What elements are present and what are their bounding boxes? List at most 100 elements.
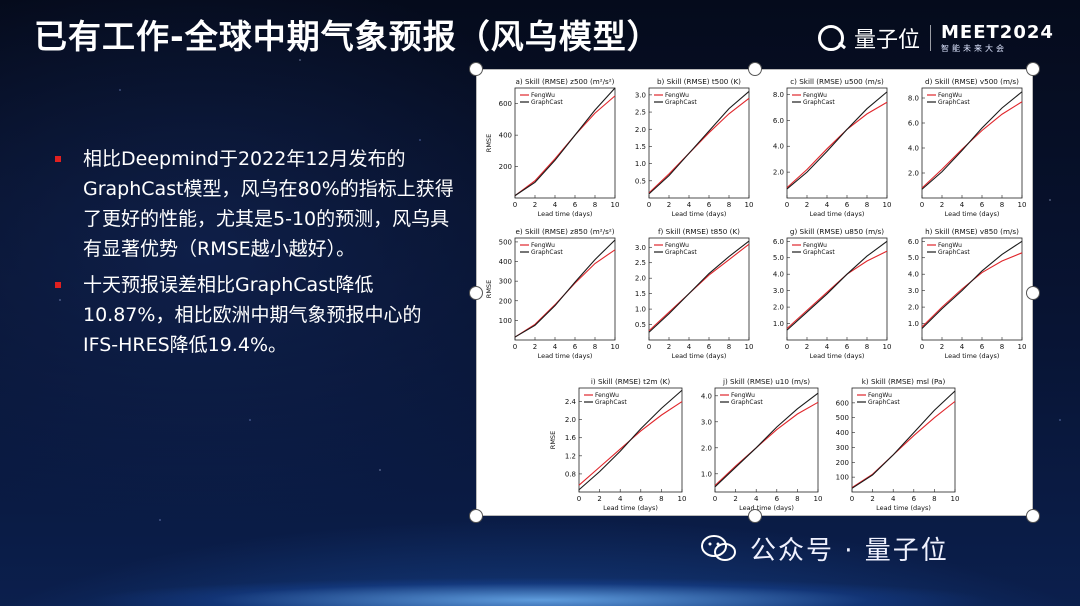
event-logo: MEET2024 智能未来大会 bbox=[941, 23, 1054, 53]
series-line-graphcast bbox=[514, 239, 616, 338]
x-tick-label: 10 bbox=[951, 495, 960, 503]
y-tick-label: 1.0 bbox=[701, 470, 712, 478]
x-tick-label: 6 bbox=[639, 495, 644, 503]
y-tick-label: 200 bbox=[499, 297, 512, 305]
x-tick-label: 2 bbox=[940, 343, 944, 351]
resize-handle-right[interactable] bbox=[1026, 286, 1040, 300]
legend-label: GraphCast bbox=[868, 399, 900, 406]
plot-frame bbox=[921, 87, 1023, 199]
y-tick-label: 0.8 bbox=[565, 470, 576, 478]
y-tick-label: 100 bbox=[499, 317, 512, 325]
y-tick-label: 3.0 bbox=[908, 287, 919, 295]
x-tick-label: 0 bbox=[513, 343, 517, 351]
x-axis-label: Lead time (days) bbox=[945, 210, 1000, 218]
x-tick-label: 6 bbox=[775, 495, 780, 503]
x-tick-label: 2 bbox=[940, 201, 944, 209]
x-tick-label: 4 bbox=[960, 201, 965, 209]
y-tick-label: 3.0 bbox=[701, 418, 712, 426]
x-axis-label: Lead time (days) bbox=[810, 210, 865, 218]
y-tick-label: 2.0 bbox=[773, 169, 784, 177]
legend-label: FengWu bbox=[531, 92, 555, 99]
y-tick-label: 1.5 bbox=[635, 143, 646, 151]
x-axis-label: Lead time (days) bbox=[810, 352, 865, 360]
series-line-fengwu bbox=[786, 250, 888, 329]
resize-handle-bottom-right[interactable] bbox=[1026, 509, 1040, 523]
chart-title: k) Skill (RMSE) msl (Pa) bbox=[862, 377, 946, 386]
stage-glow bbox=[0, 560, 1080, 606]
x-tick-label: 6 bbox=[573, 343, 578, 351]
y-tick-label: 5.0 bbox=[773, 254, 784, 262]
x-axis-label: Lead time (days) bbox=[876, 504, 931, 512]
series-line-fengwu bbox=[921, 101, 1023, 189]
x-axis-label: Lead time (days) bbox=[739, 504, 794, 512]
resize-handle-top[interactable] bbox=[748, 62, 762, 76]
x-tick-label: 4 bbox=[754, 495, 759, 503]
x-tick-label: 10 bbox=[883, 343, 892, 351]
legend-label: FengWu bbox=[868, 392, 892, 399]
series-line-fengwu bbox=[514, 95, 616, 197]
y-tick-label: 2.0 bbox=[908, 170, 919, 178]
y-tick-label: 2.4 bbox=[565, 398, 577, 406]
x-tick-label: 10 bbox=[814, 495, 823, 503]
resize-handle-bottom-left[interactable] bbox=[469, 509, 483, 523]
series-line-graphcast bbox=[714, 392, 819, 488]
y-tick-label: 8.0 bbox=[773, 91, 784, 99]
y-tick-label: 0.5 bbox=[635, 321, 646, 329]
y-tick-label: 1.0 bbox=[773, 320, 784, 328]
resize-handle-top-left[interactable] bbox=[469, 62, 483, 76]
chart-title: g) Skill (RMSE) u850 (m/s) bbox=[790, 227, 884, 236]
resize-handle-left[interactable] bbox=[469, 286, 483, 300]
y-tick-label: 400 bbox=[836, 429, 849, 437]
plot-frame bbox=[786, 237, 888, 341]
x-tick-label: 10 bbox=[745, 343, 754, 351]
x-tick-label: 6 bbox=[707, 201, 712, 209]
brand-name: 量子位 bbox=[854, 28, 921, 53]
series-line-fengwu bbox=[648, 97, 750, 194]
x-tick-label: 0 bbox=[713, 495, 717, 503]
y-tick-label: 1.0 bbox=[635, 160, 646, 168]
y-tick-label: 300 bbox=[836, 444, 849, 452]
y-tick-label: 2.0 bbox=[701, 444, 712, 452]
x-tick-label: 0 bbox=[785, 343, 789, 351]
bullet-item: 十天预报误差相比GraphCast降低10.87%，相比欧洲中期气象预报中心的I… bbox=[55, 270, 455, 360]
x-tick-label: 4 bbox=[960, 343, 965, 351]
y-tick-label: 3.0 bbox=[635, 91, 646, 99]
rmse-figure[interactable]: a) Skill (RMSE) z500 (m²/s²) 0 2 4 6 8 10 200 40… bbox=[476, 69, 1033, 516]
plot-frame bbox=[648, 87, 750, 199]
plot-frame bbox=[514, 87, 616, 199]
y-tick-label: 4.0 bbox=[773, 143, 784, 151]
x-tick-label: 10 bbox=[1018, 343, 1027, 351]
y-tick-label: 100 bbox=[836, 474, 849, 482]
y-tick-label: 600 bbox=[499, 100, 512, 108]
chart-panel: i) Skill (RMSE) t2m (K) 0 2 4 6 8 10 0.8 1.2 1.6 2… bbox=[549, 377, 686, 512]
chart-panel: j) Skill (RMSE) u10 (m/s) 0 2 4 6 8 10 1.0 2.0 3.… bbox=[701, 377, 823, 512]
y-tick-label: 2.0 bbox=[635, 275, 646, 283]
series-line-graphcast bbox=[514, 87, 616, 197]
y-tick-label: 200 bbox=[499, 163, 512, 171]
x-tick-label: 0 bbox=[785, 201, 789, 209]
y-tick-label: 500 bbox=[836, 414, 849, 422]
resize-handle-bottom[interactable] bbox=[748, 509, 762, 523]
chart-title: e) Skill (RMSE) z850 (m²/s²) bbox=[515, 227, 614, 236]
y-tick-label: 4.0 bbox=[773, 271, 784, 279]
plot-frame bbox=[514, 237, 616, 341]
y-tick-label: 4.0 bbox=[908, 145, 919, 153]
legend-label: GraphCast bbox=[531, 249, 563, 256]
watermark-text: 公众号 · 量子位 bbox=[750, 536, 949, 566]
x-tick-label: 6 bbox=[912, 495, 917, 503]
x-tick-label: 6 bbox=[707, 343, 712, 351]
logo-divider bbox=[930, 25, 932, 51]
y-tick-label: 1.0 bbox=[635, 306, 646, 314]
chart-title: a) Skill (RMSE) z500 (m²/s²) bbox=[515, 77, 614, 86]
plot-frame bbox=[648, 237, 750, 341]
slide-title: 已有工作-全球中期气象预报（风乌模型） bbox=[34, 17, 661, 56]
x-tick-label: 0 bbox=[850, 495, 854, 503]
x-tick-label: 0 bbox=[647, 201, 651, 209]
bullet-item: 相比Deepmind于2022年12月发布的GraphCast模型，风乌在80%… bbox=[55, 144, 455, 264]
legend-label: GraphCast bbox=[665, 99, 697, 106]
legend-label: FengWu bbox=[665, 92, 689, 99]
chart-panel: c) Skill (RMSE) u500 (m/s) 0 2 4 6 8 10 2.0 4.0 6… bbox=[773, 77, 892, 218]
resize-handle-top-right[interactable] bbox=[1026, 62, 1040, 76]
x-tick-label: 6 bbox=[980, 343, 985, 351]
x-tick-label: 6 bbox=[845, 201, 850, 209]
